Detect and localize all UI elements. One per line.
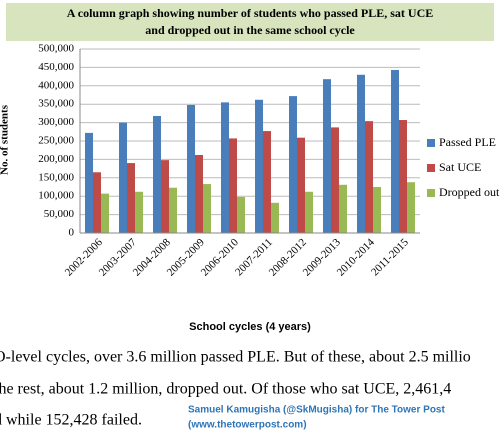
bar	[263, 131, 271, 233]
bar	[373, 187, 381, 233]
bar	[169, 187, 177, 233]
y-tick-label: 250,000	[38, 135, 74, 147]
legend-key	[427, 189, 435, 197]
body-text: d while 152,428 failed.	[0, 412, 142, 429]
bar	[391, 69, 399, 233]
watermark: Samuel Kamugisha (@SkMugisha) for The To…	[188, 405, 445, 416]
bar	[237, 196, 245, 233]
bar	[289, 96, 297, 233]
bar	[93, 172, 101, 233]
bar	[271, 202, 279, 233]
bar	[127, 163, 135, 233]
chart-title: A column graph showing number of student…	[67, 6, 434, 20]
y-tick-label: 100,000	[38, 190, 74, 202]
x-tick-label: 2011-2015	[369, 236, 411, 278]
x-axis-label: School cycles (4 years)	[189, 321, 311, 333]
bar	[365, 121, 373, 233]
y-tick-label: 450,000	[38, 61, 74, 73]
y-tick-label: 300,000	[38, 116, 74, 128]
bar	[331, 127, 339, 233]
bar	[407, 182, 415, 233]
bar	[221, 102, 229, 233]
legend-label: Passed PLE	[439, 135, 496, 149]
y-tick-label: 50,000	[44, 208, 75, 220]
bar	[203, 184, 211, 233]
bar	[297, 137, 305, 233]
title-box	[6, 3, 494, 41]
y-axis-label: No. of students	[0, 104, 11, 175]
legend-label: Sat UCE	[439, 160, 481, 174]
bar	[187, 104, 195, 233]
bar	[195, 154, 203, 233]
bar	[339, 184, 347, 233]
bar	[85, 132, 93, 233]
bar	[323, 79, 331, 234]
bar	[357, 74, 365, 233]
bar	[161, 160, 169, 233]
legend-label: Dropped out	[439, 185, 500, 199]
bar	[399, 120, 407, 233]
body-text: O-level cycles, over 3.6 million passed …	[0, 349, 471, 366]
bar	[135, 191, 143, 233]
bar	[153, 115, 161, 233]
chart-title: and dropped out in the same school cycle	[145, 23, 355, 37]
legend-key	[427, 139, 435, 147]
legend-key	[427, 164, 435, 172]
bar	[101, 193, 109, 233]
bar	[119, 122, 127, 233]
bar	[229, 138, 237, 233]
body-text: the rest, about 1.2 million, dropped out…	[0, 381, 451, 398]
bar	[305, 191, 313, 233]
y-tick-label: 150,000	[38, 171, 74, 183]
y-tick-label: 200,000	[38, 153, 74, 165]
y-tick-label: 400,000	[38, 79, 74, 91]
y-tick-label: 500,000	[38, 43, 74, 55]
y-tick-label: 0	[69, 227, 75, 239]
y-tick-label: 350,000	[38, 98, 74, 110]
watermark: (www.thetowerpost.com)	[188, 420, 307, 431]
bar	[255, 99, 263, 233]
